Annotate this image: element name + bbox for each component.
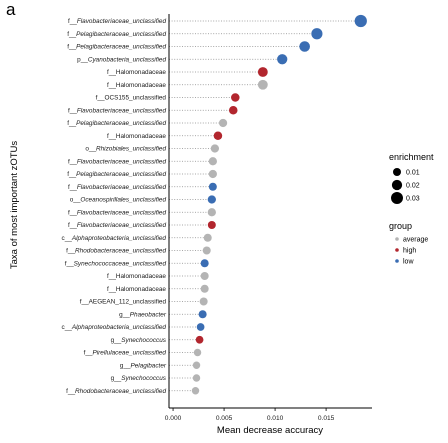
enrichment-legend-title: enrichment: [389, 152, 434, 162]
y-tick-label: f__OCS155_unclassified: [96, 95, 167, 102]
data-point-average: [193, 348, 202, 357]
x-axis-title: Mean decrease accuracy: [217, 425, 323, 436]
y-tick-label: f__Flavobacteriaceae_unclassified: [68, 158, 167, 165]
data-point-average: [208, 169, 217, 179]
y-tick-label: f__Halomonadaceae: [107, 273, 166, 280]
data-point-average: [192, 361, 201, 369]
group-legend-key-high: [395, 248, 399, 252]
data-point-average: [203, 233, 212, 242]
data-point-high: [213, 131, 223, 141]
enrichment-legend-label: 0.01: [406, 170, 420, 177]
y-tick-label: f__Pelagibacteraceae_unclassified: [67, 171, 166, 178]
y-tick-label: f__Pelagibacteraceae_unclassified: [67, 44, 166, 51]
y-tick-label: f__Halomonadaceae: [107, 286, 166, 293]
data-point-high: [228, 105, 238, 115]
y-tick-label: f__Pirellulaceae_unclassified: [84, 350, 167, 357]
y-tick-label: p__Cyanobacteria_unclassified: [77, 56, 166, 63]
enrichment-legend: enrichment 0.01 0.02 0.03: [389, 152, 434, 204]
data-point-low: [196, 323, 205, 331]
data-point-low: [200, 259, 209, 268]
data-point-high: [195, 335, 204, 344]
data-point-low: [354, 14, 367, 28]
y-tick-label: o__Rhizobiales_unclassified: [85, 146, 166, 153]
panel-label: a: [6, 0, 16, 19]
y-tick-label: f__Flavobacteriaceae_unclassified: [68, 222, 167, 229]
enrichment-legend-key: [391, 179, 403, 191]
data-point-high: [257, 67, 268, 77]
y-tick-label: f__Flavobacteriaceae_unclassified: [68, 107, 167, 114]
x-tick-label: 0.010: [267, 415, 284, 422]
y-tick-label: f__AEGEAN_112_unclassified: [80, 299, 167, 306]
enrichment-legend-label: 0.03: [406, 196, 420, 203]
y-tick-label: f__Halomonadaceae: [107, 133, 166, 140]
y-tick-label: g__Synechococcus: [111, 337, 167, 344]
group-legend-title: group: [389, 221, 412, 231]
data-point-average: [257, 79, 268, 90]
enrichment-legend-label: 0.02: [406, 183, 420, 190]
group-legend-key-average: [395, 237, 399, 241]
y-tick-label: c__Alphaproteobacteria_unclassified: [62, 235, 167, 242]
y-tick-label: f__Synechococcaceae_unclassified: [65, 260, 167, 267]
data-point-average: [191, 387, 200, 395]
data-point-average: [202, 246, 211, 255]
x-tick-label: 0.000: [165, 415, 182, 422]
data-point-average: [210, 144, 220, 153]
data-point-low: [277, 54, 288, 65]
y-tick-label: f__Flavobacteriaceae_unclassified: [68, 18, 167, 25]
group-legend: group average high low: [389, 221, 428, 266]
y-tick-label: o__Oceanospirillales_unclassified: [70, 197, 167, 204]
data-points: [191, 14, 367, 395]
enrichment-legend-key: [393, 168, 401, 176]
y-tick-label: c__Alphaproteobacteria_unclassified: [62, 324, 167, 331]
data-point-low: [198, 310, 207, 319]
data-point-low: [208, 182, 217, 191]
data-point-average: [207, 208, 216, 217]
y-tick-label: f__Halomonadaceae: [107, 69, 166, 76]
y-tick-label: g__Pelagibacter: [120, 362, 167, 369]
y-tick-label: g__Phaeobacter: [119, 311, 167, 318]
y-axis-title: Taxa of most important zOTUs: [9, 141, 20, 270]
x-tick-label: 0.015: [318, 415, 335, 422]
enrichment-legend-key: [391, 192, 403, 204]
y-tick-label: f__Pelagibacteraceae_unclassified: [67, 120, 166, 127]
data-point-average: [200, 284, 209, 293]
y-tick-labels: f__Flavobacteriaceae_unclassified f__Pela…: [62, 18, 167, 395]
data-point-low: [299, 41, 310, 52]
data-point-average: [199, 297, 208, 306]
data-point-average: [218, 118, 228, 128]
data-point-low: [311, 28, 323, 40]
x-tick-label: 0.005: [216, 415, 233, 422]
group-legend-label: average: [403, 237, 428, 244]
data-point-average: [200, 272, 209, 280]
y-tick-label: f__Rhodobacteraceae_unclassified: [66, 248, 166, 255]
y-tick-label: f__Pelagibacteraceae_unclassified: [67, 31, 166, 38]
data-point-average: [192, 374, 201, 382]
data-point-high: [207, 221, 216, 229]
y-tick-label: g__Synechococcus: [111, 375, 167, 382]
connector-lines: [169, 20, 361, 392]
group-legend-key-low: [395, 259, 399, 263]
group-legend-label: high: [403, 248, 416, 255]
group-legend-label: low: [403, 259, 414, 266]
data-point-low: [207, 195, 216, 204]
y-tick-label: f__Flavobacteriaceae_unclassified: [68, 209, 167, 216]
y-tick-label: f__Rhodobacteraceae_unclassified: [66, 388, 166, 395]
data-point-average: [208, 157, 217, 166]
x-axis: 0.000 0.005 0.010 0.015: [165, 407, 372, 422]
y-tick-label: f__Halomonadaceae: [107, 82, 166, 89]
y-tick-label: f__Flavobacteriaceae_unclassified: [68, 184, 167, 191]
data-point-high: [231, 93, 240, 102]
